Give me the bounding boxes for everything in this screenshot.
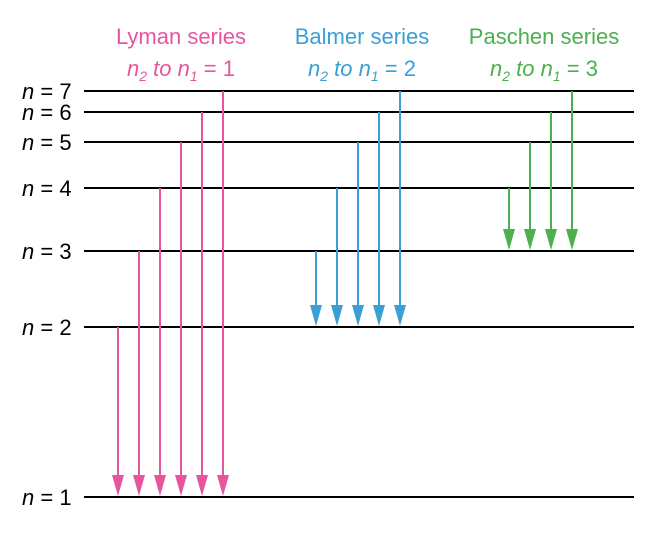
transition-arrow bbox=[310, 251, 322, 326]
series-title: Paschen series bbox=[469, 24, 619, 49]
transition-arrow bbox=[112, 327, 124, 496]
transition-arrow bbox=[373, 112, 385, 326]
level-label-n1: n = 1 bbox=[22, 485, 72, 510]
series-title: Lyman series bbox=[116, 24, 246, 49]
series-subtitle: n2 to n1 = 3 bbox=[490, 56, 598, 84]
series-title: Balmer series bbox=[295, 24, 429, 49]
level-label-n5: n = 5 bbox=[22, 130, 72, 155]
transition-arrow bbox=[175, 142, 187, 496]
transition-arrow bbox=[566, 91, 578, 250]
transition-arrows bbox=[112, 91, 578, 496]
series-subtitle: n2 to n1 = 2 bbox=[308, 56, 416, 84]
transition-arrow bbox=[217, 91, 229, 496]
series-subtitle: n2 to n1 = 1 bbox=[127, 56, 235, 84]
energy-levels: n = 1 n = 2 n = 3 n = 4 n = 5 n = 6n = 7 bbox=[22, 79, 634, 510]
level-label-n6: n = 6 bbox=[22, 100, 72, 125]
transition-arrow bbox=[394, 91, 406, 326]
level-label-n7: n = 7 bbox=[22, 79, 72, 104]
transition-arrow bbox=[331, 188, 343, 326]
transition-arrow bbox=[524, 142, 536, 250]
transition-arrow bbox=[196, 112, 208, 496]
level-label-n2: n = 2 bbox=[22, 315, 72, 340]
level-label-n3: n = 3 bbox=[22, 239, 72, 264]
transition-arrow bbox=[154, 188, 166, 496]
transition-arrow bbox=[352, 142, 364, 326]
transition-arrow bbox=[503, 188, 515, 250]
transition-arrow bbox=[133, 251, 145, 496]
series-titles: Lyman series n2 to n1 = 1 Balmer series n2 … bbox=[116, 24, 619, 84]
transition-arrow bbox=[545, 112, 557, 250]
level-label-n4: n = 4 bbox=[22, 176, 72, 201]
